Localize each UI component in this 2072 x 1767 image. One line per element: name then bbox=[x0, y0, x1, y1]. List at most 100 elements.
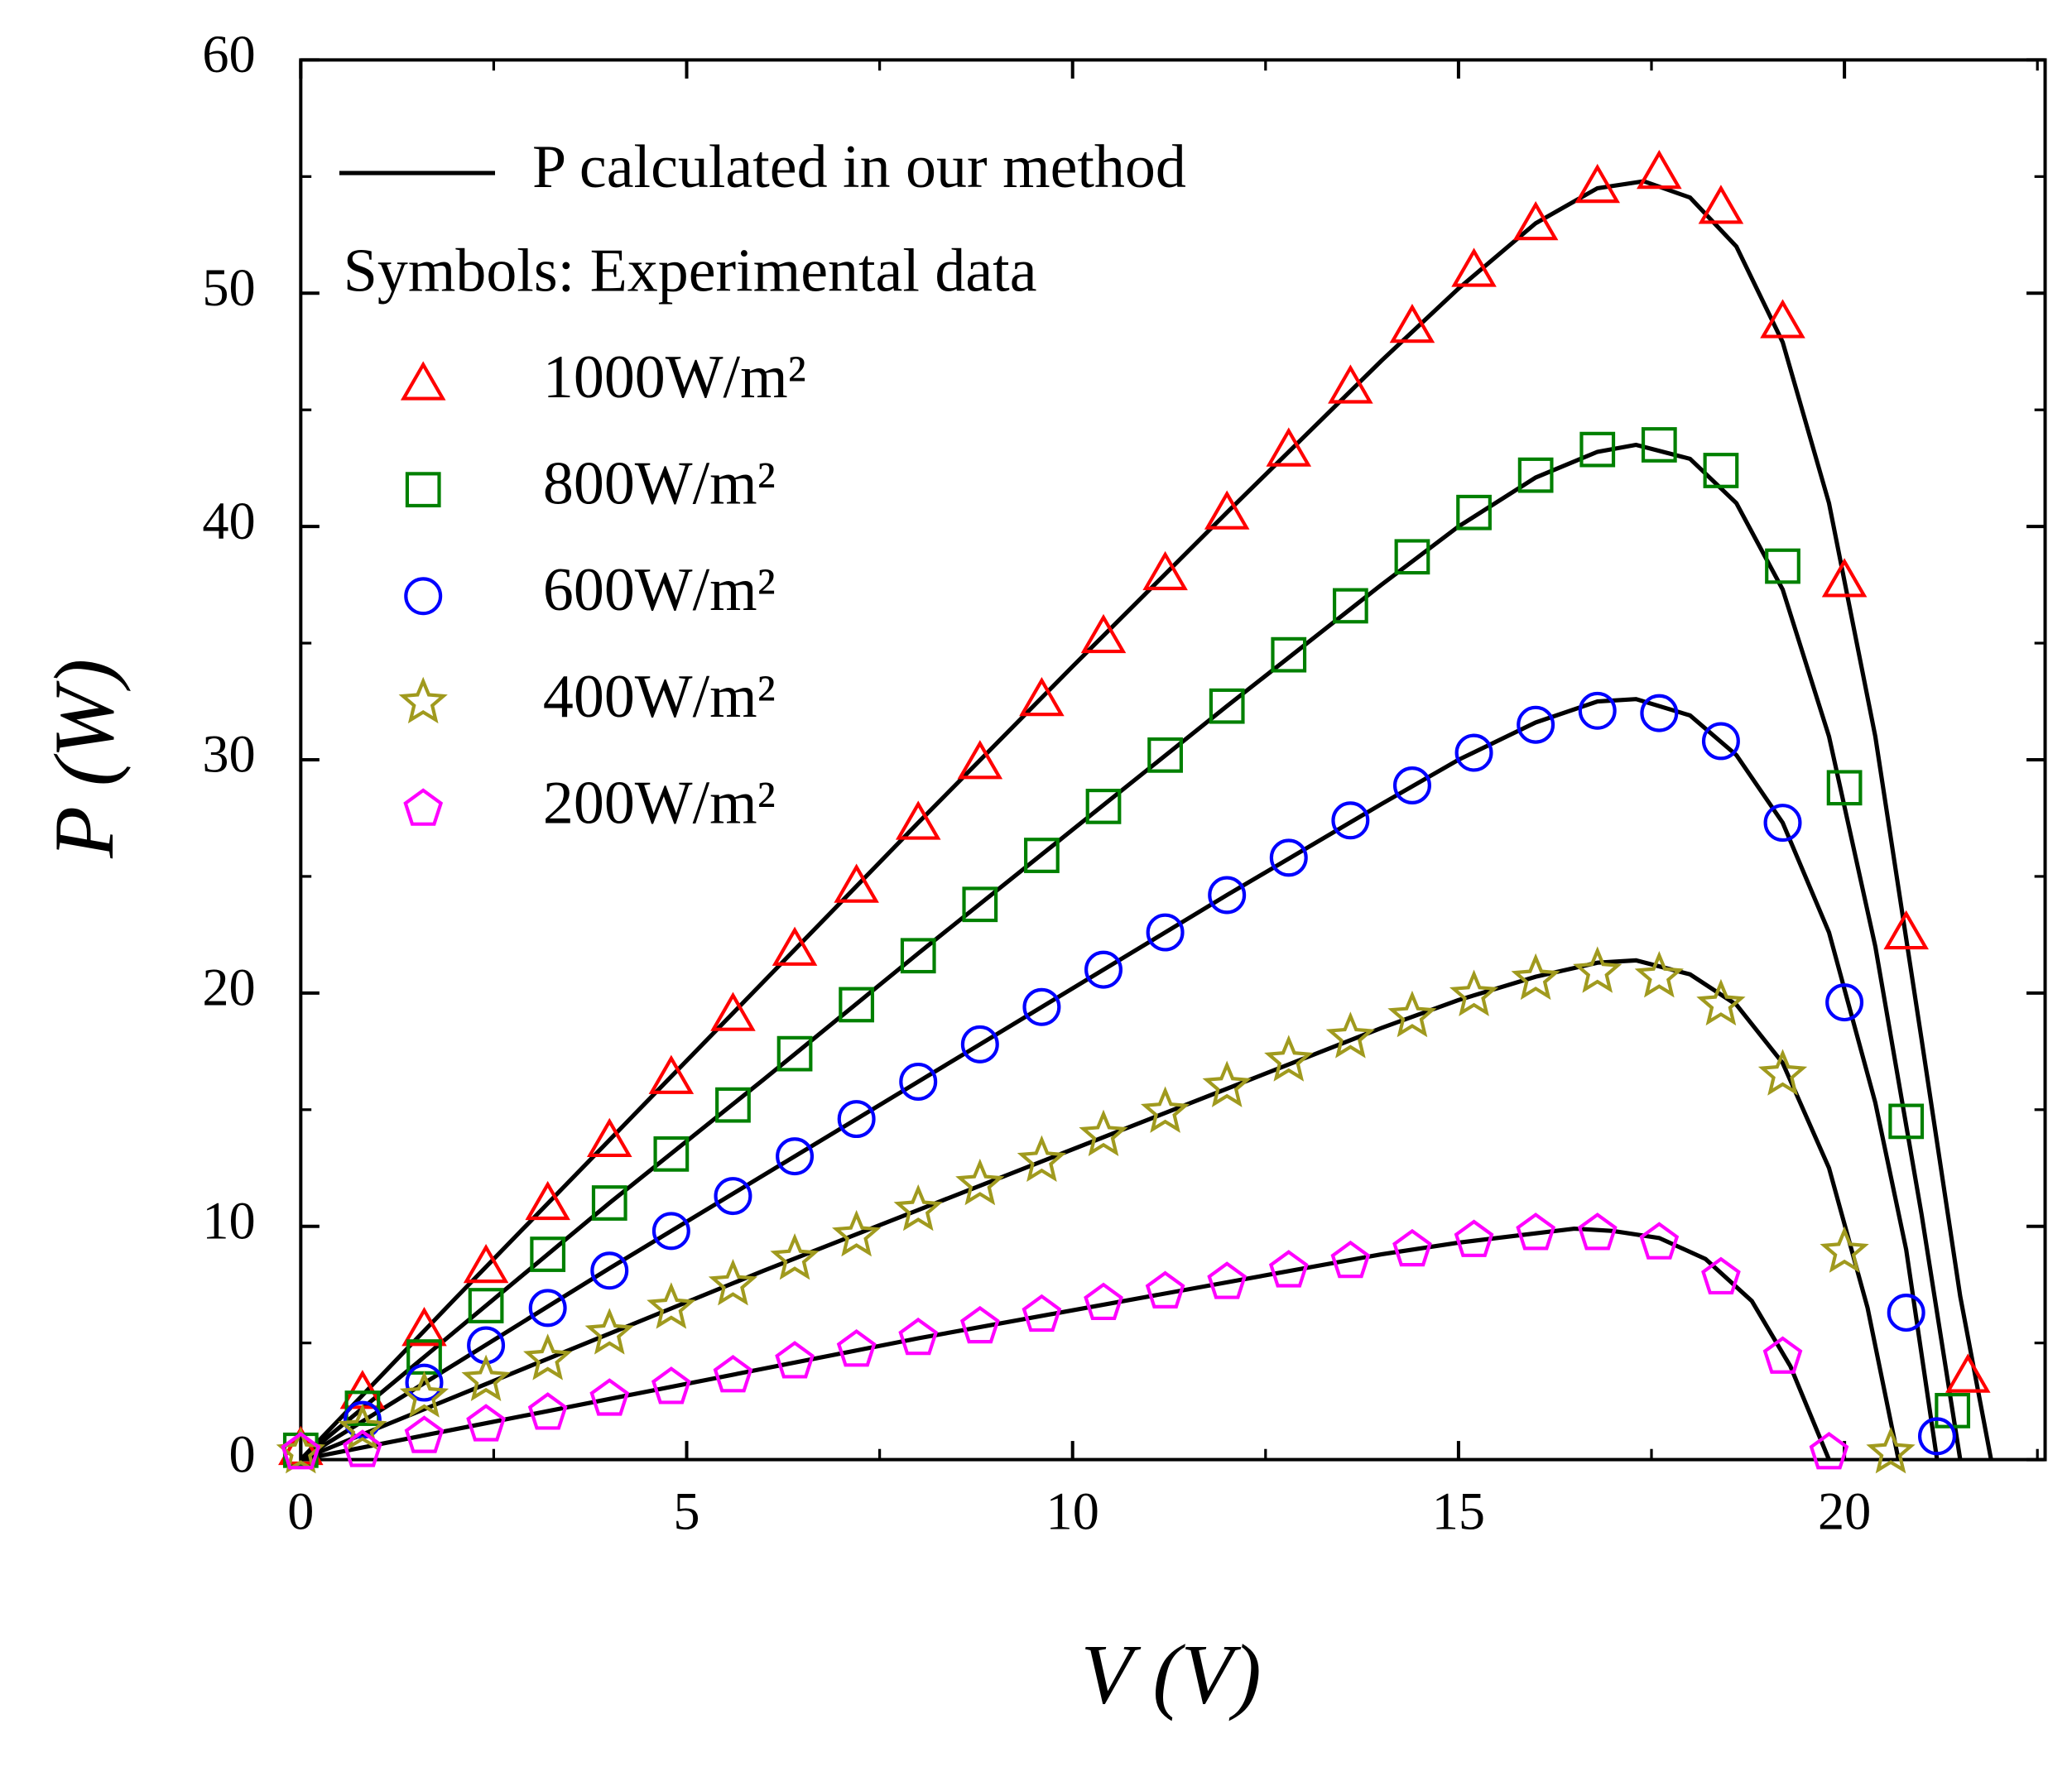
legend-label: 400W/m² bbox=[543, 662, 776, 730]
data-point bbox=[1883, 910, 1929, 950]
data-point bbox=[1017, 1135, 1067, 1183]
data-point bbox=[401, 1307, 447, 1347]
data-point bbox=[1024, 838, 1060, 873]
data-point bbox=[1760, 299, 1805, 339]
legend-marker bbox=[405, 472, 441, 508]
data-point bbox=[1209, 688, 1245, 724]
data-point bbox=[1517, 457, 1554, 493]
data-point bbox=[834, 863, 879, 903]
data-point bbox=[831, 1209, 882, 1257]
data-point bbox=[1573, 946, 1623, 993]
data-point bbox=[461, 1354, 511, 1401]
data-point bbox=[1208, 876, 1247, 915]
data-point bbox=[1331, 801, 1370, 840]
data-point bbox=[1578, 691, 1617, 730]
data-point bbox=[1701, 1256, 1741, 1295]
fit-curve bbox=[299, 697, 1940, 1462]
y-tick-label: 10 bbox=[202, 1191, 255, 1250]
fit-curve bbox=[299, 179, 1993, 1462]
data-point bbox=[343, 1429, 382, 1467]
data-point bbox=[1762, 1336, 1803, 1374]
data-point bbox=[405, 1363, 444, 1402]
data-point bbox=[1146, 913, 1185, 952]
data-point bbox=[899, 1062, 938, 1101]
data-point bbox=[1456, 494, 1492, 531]
legend-marker bbox=[404, 577, 443, 616]
legend-label: 1000W/m² bbox=[543, 343, 806, 411]
data-point bbox=[651, 1366, 691, 1404]
data-point bbox=[648, 1054, 695, 1094]
data-point bbox=[1517, 705, 1555, 744]
data-point bbox=[1328, 364, 1373, 404]
data-point bbox=[1918, 1417, 1956, 1456]
data-point bbox=[1084, 950, 1123, 989]
data-point bbox=[1637, 150, 1682, 190]
data-point bbox=[590, 1251, 629, 1290]
data-point bbox=[1022, 987, 1061, 1026]
data-point bbox=[962, 886, 998, 923]
data-point bbox=[1392, 766, 1431, 804]
data-point bbox=[1826, 770, 1863, 806]
data-point bbox=[1080, 613, 1127, 654]
plot-frame bbox=[299, 58, 2047, 1462]
data-point bbox=[1268, 1250, 1309, 1288]
data-point bbox=[1079, 1109, 1128, 1157]
data-point bbox=[1147, 737, 1183, 773]
data-point bbox=[344, 1390, 381, 1426]
y-tick-label: 30 bbox=[202, 725, 255, 784]
data-point bbox=[715, 1087, 751, 1123]
data-point bbox=[1640, 694, 1679, 732]
data-point bbox=[1389, 304, 1435, 343]
data-point bbox=[530, 1236, 566, 1272]
data-point bbox=[959, 1305, 1000, 1344]
y-tick-label: 50 bbox=[202, 258, 255, 317]
data-point bbox=[1888, 1103, 1925, 1140]
data-point bbox=[1202, 1060, 1252, 1107]
data-point bbox=[955, 1158, 1005, 1206]
data-point bbox=[836, 1329, 877, 1367]
data-point bbox=[837, 1100, 876, 1139]
data-point bbox=[1512, 201, 1559, 241]
data-point bbox=[1639, 1222, 1680, 1260]
data-point bbox=[1145, 1270, 1185, 1308]
data-point bbox=[713, 1355, 753, 1393]
x-tick-label: 0 bbox=[287, 1481, 314, 1540]
x-tick-label: 15 bbox=[1432, 1481, 1485, 1540]
data-point bbox=[710, 992, 756, 1031]
data-point bbox=[463, 1243, 509, 1284]
data-point bbox=[1701, 722, 1740, 761]
data-point bbox=[770, 1233, 820, 1280]
legend-note: Symbols: Experimental data bbox=[344, 236, 1037, 304]
data-point bbox=[1085, 788, 1122, 824]
legend-marker bbox=[400, 361, 446, 401]
data-point bbox=[1577, 1212, 1618, 1251]
data-point bbox=[898, 1317, 939, 1356]
data-point bbox=[1574, 163, 1621, 204]
data-point bbox=[708, 1259, 758, 1306]
data-point bbox=[1866, 1426, 1916, 1474]
legend-label: P calculated in our method bbox=[532, 132, 1186, 200]
fit-curve bbox=[299, 442, 1963, 1462]
data-point bbox=[528, 1289, 567, 1328]
data-point bbox=[1516, 1212, 1556, 1251]
data-point bbox=[1698, 185, 1744, 224]
data-point bbox=[1641, 427, 1677, 463]
data-point bbox=[839, 987, 875, 1023]
data-point bbox=[466, 1404, 506, 1442]
data-point bbox=[1392, 1228, 1432, 1267]
data-point bbox=[1271, 636, 1307, 673]
data-point bbox=[1332, 588, 1368, 624]
data-point bbox=[1394, 539, 1430, 575]
data-point bbox=[1579, 431, 1616, 468]
data-point bbox=[404, 1415, 445, 1453]
data-point bbox=[1264, 1035, 1314, 1082]
legend-label: 600W/m² bbox=[543, 555, 776, 623]
data-point bbox=[399, 1371, 449, 1418]
legend-label: 800W/m² bbox=[543, 449, 776, 517]
data-point bbox=[957, 740, 1003, 780]
data-point bbox=[772, 926, 818, 966]
x-tick-label: 5 bbox=[673, 1481, 699, 1540]
data-point bbox=[589, 1378, 630, 1416]
